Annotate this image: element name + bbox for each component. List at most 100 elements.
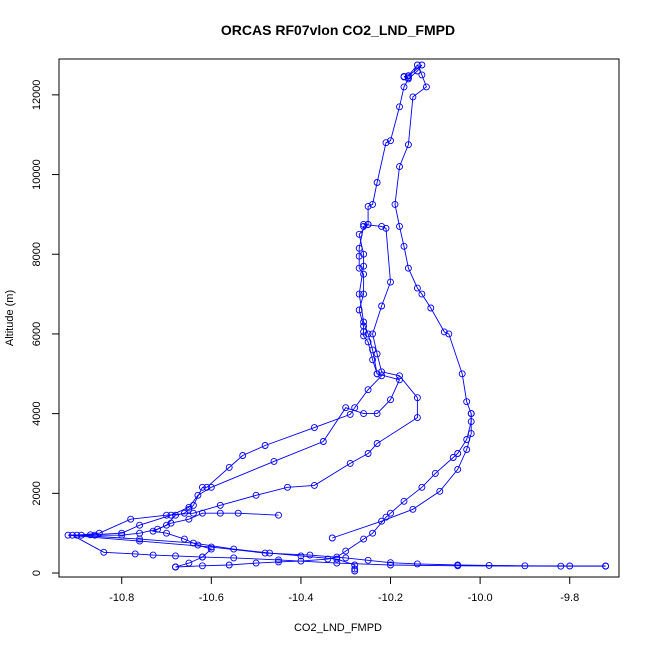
data-point: [360, 250, 368, 258]
data-point: [602, 562, 610, 570]
y-tick-label: 12000: [31, 80, 43, 111]
data-point: [194, 491, 202, 499]
data-point: [216, 501, 224, 509]
data-point: [149, 551, 157, 559]
data-point: [373, 350, 381, 358]
data-point: [427, 304, 435, 312]
data-point: [136, 535, 144, 543]
data-point: [404, 72, 412, 80]
data-point: [163, 511, 170, 519]
data-point: [454, 561, 462, 569]
series-1: [68, 61, 610, 570]
data-point: [431, 469, 439, 477]
data-point: [409, 93, 417, 101]
x-tick-label: -10.0: [468, 592, 493, 604]
data-point: [418, 71, 426, 79]
x-axis-label: CO2_LND_FMPD: [294, 622, 382, 634]
y-axis: 0 2000 4000 6000 8000 10000 12000: [31, 80, 59, 576]
data-point: [373, 370, 381, 378]
data-point: [252, 491, 260, 499]
data-point: [225, 463, 233, 471]
data-point: [387, 559, 394, 567]
data-point: [382, 513, 390, 521]
data-point: [404, 75, 412, 83]
data-point: [136, 521, 144, 529]
data-point: [387, 278, 394, 286]
data-point: [369, 330, 377, 338]
data-point: [310, 481, 318, 489]
data-point: [198, 483, 206, 491]
y-tick-label: 10000: [31, 159, 43, 190]
data-point: [270, 457, 278, 465]
data-point: [360, 332, 368, 340]
data-point: [342, 547, 350, 555]
data-point: [373, 410, 381, 418]
data-point: [355, 264, 363, 272]
data-point: [360, 220, 368, 228]
data-point: [207, 545, 215, 553]
data-point: [355, 252, 363, 260]
series-line: [332, 413, 472, 539]
data-point: [172, 563, 179, 571]
data-point: [387, 561, 394, 569]
data-point: [369, 356, 377, 364]
data-point: [418, 483, 426, 491]
x-tick-label: -10.2: [378, 592, 403, 604]
series-layer: [64, 61, 610, 575]
data-point: [404, 141, 412, 149]
data-point: [346, 410, 354, 418]
data-point: [566, 562, 574, 570]
data-point: [351, 567, 359, 575]
data-point: [463, 446, 471, 453]
y-axis-label: Altitude (m): [4, 290, 16, 346]
data-point: [413, 414, 421, 422]
data-point: [333, 555, 341, 563]
data-point: [180, 535, 188, 543]
y-tick-label: 8000: [31, 242, 43, 266]
data-point: [360, 318, 368, 326]
y-tick-label: 0: [31, 570, 43, 576]
data-point: [266, 549, 274, 557]
data-point: [404, 264, 412, 272]
data-point: [485, 561, 493, 569]
data-point: [185, 503, 193, 511]
data-point: [413, 560, 421, 568]
data-point: [131, 550, 139, 558]
data-point: [136, 537, 144, 545]
data-point: [396, 222, 403, 230]
data-point: [458, 370, 466, 378]
data-point: [118, 529, 126, 537]
series-line: [72, 64, 606, 567]
data-point: [342, 404, 350, 412]
data-point: [454, 465, 462, 473]
data-point: [185, 505, 193, 513]
data-point: [342, 554, 350, 562]
data-point: [207, 543, 215, 551]
data-point: [306, 551, 314, 559]
data-point: [445, 330, 453, 338]
data-point: [355, 290, 363, 298]
data-point: [239, 452, 247, 459]
data-point: [163, 521, 170, 529]
data-point: [400, 497, 408, 505]
data-point: [230, 554, 238, 562]
data-point: [364, 386, 372, 394]
series-4: [73, 220, 421, 575]
data-point: [409, 505, 417, 513]
data-point: [449, 454, 457, 461]
data-point: [378, 517, 386, 525]
y-tick-label: 6000: [31, 322, 43, 346]
data-point: [91, 531, 99, 539]
data-point: [364, 450, 372, 457]
data-point: [467, 430, 475, 438]
data-point: [189, 539, 197, 547]
x-tick-label: -9.8: [560, 592, 579, 604]
data-point: [369, 346, 377, 354]
data-point: [275, 556, 282, 564]
x-tick-label: -10.8: [109, 592, 134, 604]
data-point: [387, 396, 394, 404]
data-point: [310, 424, 318, 432]
data-point: [418, 61, 426, 69]
